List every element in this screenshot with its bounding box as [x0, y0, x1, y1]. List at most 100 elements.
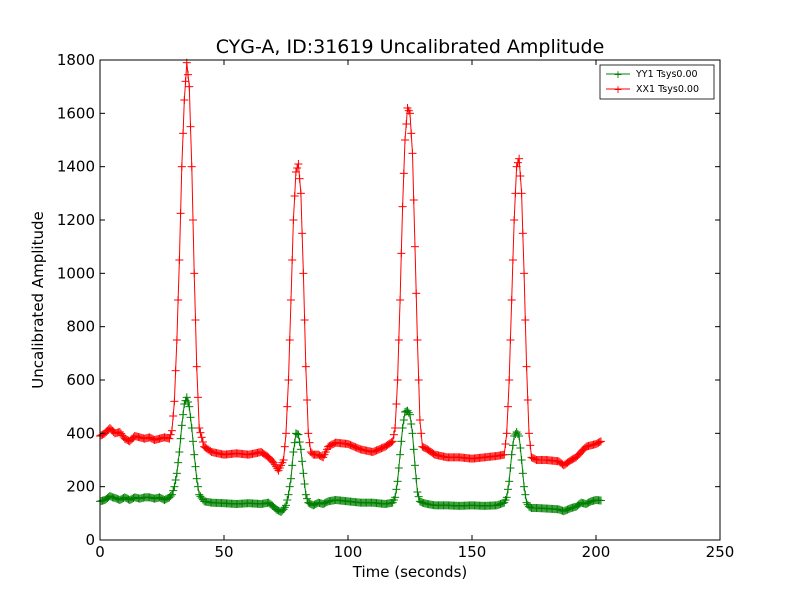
data-point-yy1 [191, 462, 200, 471]
data-point-yy1 [301, 490, 310, 499]
data-point-xx1 [189, 216, 197, 224]
data-point-xx1 [526, 441, 535, 450]
y-tick-label: 1800 [57, 51, 95, 69]
legend-label-xx1: XX1 Tsys0.00 [636, 84, 699, 95]
data-point-yy1 [521, 490, 530, 499]
y-tick-label: 1000 [57, 264, 95, 282]
y-tick-label: 0 [85, 531, 95, 549]
y-tick-label: 1200 [57, 211, 95, 229]
data-point-yy1 [394, 464, 403, 472]
data-point-yy1 [596, 496, 605, 505]
data-point-yy1 [508, 441, 517, 450]
data-point-xx1 [185, 82, 194, 91]
y-tick-label: 200 [66, 478, 95, 496]
data-point-xx1 [414, 376, 423, 384]
data-point-xx1 [397, 249, 406, 258]
data-point-xx1 [393, 376, 402, 384]
data-point-xx1 [291, 168, 300, 176]
data-point-yy1 [179, 410, 188, 419]
legend-box [599, 64, 715, 100]
data-point-yy1 [283, 496, 292, 504]
data-point-xx1 [285, 336, 294, 344]
data-point-yy1 [175, 448, 184, 456]
data-point-yy1 [167, 490, 176, 499]
data-point-yy1 [397, 437, 406, 446]
data-point-yy1 [280, 503, 289, 512]
data-point-xx1 [521, 316, 530, 324]
data-point-yy1 [170, 482, 179, 491]
data-point-xx1 [508, 256, 517, 264]
data-point-xx1 [518, 229, 527, 238]
data-point-xx1 [180, 96, 189, 104]
data-point-xx1 [501, 440, 510, 448]
data-point-yy1 [180, 400, 189, 408]
data-point-xx1 [389, 430, 398, 439]
x-tick-label: 150 [458, 543, 487, 561]
data-point-yy1 [185, 402, 194, 411]
data-point-yy1 [295, 438, 304, 446]
data-point-xx1 [303, 396, 312, 404]
data-point-yy1 [293, 430, 302, 438]
x-tick-label: 0 [95, 543, 105, 561]
data-point-yy1 [413, 488, 422, 496]
data-point-xx1 [294, 160, 303, 168]
data-point-xx1 [284, 376, 293, 384]
data-point-xx1 [517, 189, 526, 198]
data-point-xx1 [184, 70, 193, 79]
data-point-xx1 [513, 158, 522, 167]
data-point-yy1 [414, 492, 423, 501]
data-point-yy1 [172, 469, 181, 478]
data-point-xx1 [175, 256, 184, 264]
data-point-yy1 [502, 493, 511, 502]
data-point-xx1 [401, 136, 410, 144]
data-point-yy1 [516, 444, 525, 452]
data-point-xx1 [289, 216, 298, 224]
data-point-yy1 [182, 393, 191, 402]
data-point-xx1 [391, 424, 400, 432]
plot-area [100, 60, 720, 540]
plot-frame [99, 59, 721, 541]
data-point-xx1 [516, 172, 525, 180]
data-point-yy1 [518, 469, 527, 478]
data-point-yy1 [176, 434, 185, 443]
data-point-yy1 [300, 480, 309, 488]
data-point-xx1 [165, 434, 174, 443]
data-point-yy1 [396, 450, 405, 459]
data-point-xx1 [407, 129, 416, 138]
data-point-yy1 [520, 482, 529, 491]
data-point-yy1 [294, 430, 303, 439]
data-point-xx1 [181, 77, 190, 86]
data-point-yy1 [513, 430, 522, 438]
data-point-yy1 [506, 464, 515, 472]
data-point-yy1 [505, 477, 514, 486]
data-point-xx1 [172, 336, 181, 344]
data-point-yy1 [407, 420, 416, 428]
data-point-xx1 [507, 296, 516, 304]
data-point-xx1 [505, 376, 514, 384]
data-point-xx1 [300, 316, 309, 324]
data-point-xx1 [171, 366, 180, 375]
data-point-yy1 [410, 461, 419, 470]
data-point-xx1 [398, 202, 407, 211]
data-point-xx1 [191, 316, 200, 324]
y-tick-label: 1400 [57, 158, 95, 176]
x-tick-label: 250 [706, 543, 735, 561]
data-point-yy1 [284, 490, 293, 499]
data-point-yy1 [285, 482, 294, 491]
data-point-xx1 [193, 393, 202, 402]
data-point-xx1 [520, 269, 529, 278]
data-point-yy1 [399, 416, 408, 424]
data-point-yy1 [409, 445, 418, 454]
data-point-xx1 [408, 149, 417, 158]
data-point-yy1 [282, 501, 290, 510]
data-point-xx1 [515, 154, 524, 163]
data-point-xx1 [177, 162, 186, 171]
data-point-yy1 [177, 421, 186, 430]
data-point-yy1 [303, 494, 312, 503]
data-point-yy1 [184, 398, 193, 406]
data-point-xx1 [500, 450, 509, 459]
data-point-yy1 [171, 476, 180, 484]
x-axis-label: Time (seconds) [352, 563, 468, 581]
